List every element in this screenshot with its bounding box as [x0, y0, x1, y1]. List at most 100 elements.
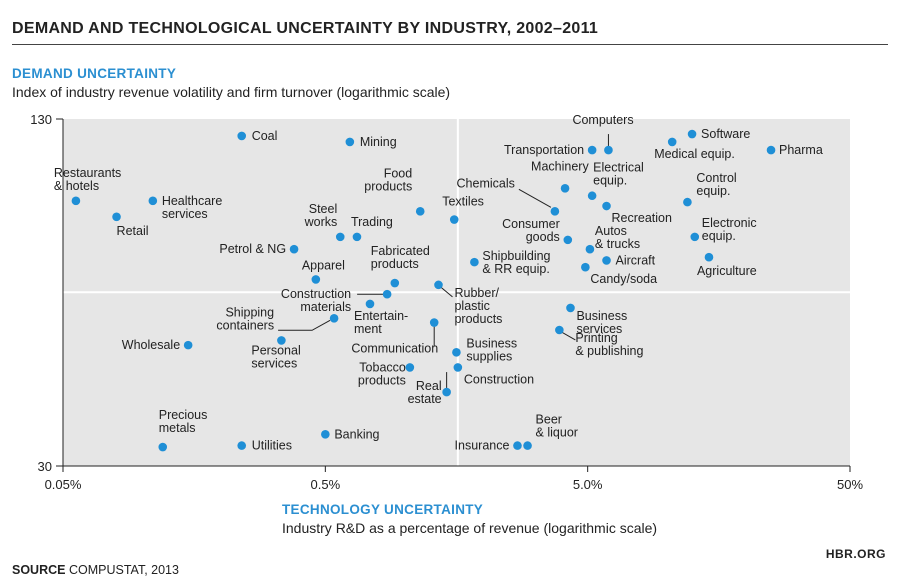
point-label-line: Consumer	[502, 217, 560, 231]
point-label-line: equip.	[696, 184, 730, 198]
data-point	[667, 137, 677, 147]
point-label: Shipbuilding & RR equip.	[482, 249, 550, 276]
point-label-line: Trading	[351, 215, 393, 229]
point-label: Insurance	[455, 439, 510, 453]
data-point	[704, 252, 714, 262]
point-label-line: products	[364, 179, 412, 193]
axes: 0.05% 0.5% 5.0% 50% 30 130	[30, 112, 863, 492]
y-axis-title: DEMAND UNCERTAINTY	[12, 66, 177, 81]
point-label-line: Textiles	[442, 195, 484, 209]
point-label-line: services	[162, 207, 208, 221]
point-label: Machinery	[531, 159, 589, 173]
point-label: Fabricated products	[371, 244, 430, 271]
point-label: Autos & trucks	[595, 224, 640, 251]
data-point	[321, 430, 330, 439]
point-label-line: Personal	[251, 343, 300, 357]
x-axis-subtitle: Industry R&D as a percentage of revenue …	[282, 520, 658, 536]
chart-title: DEMAND AND TECHNOLOGICAL UNCERTAINTY BY …	[12, 20, 599, 37]
point-label-line: goods	[526, 230, 560, 244]
point-label: Recreation	[612, 211, 672, 225]
point-label-line: Restaurants	[54, 166, 121, 180]
data-point	[452, 348, 461, 357]
point-label-line: Construction	[464, 372, 534, 386]
data-point	[405, 363, 415, 372]
source-label: SOURCE	[12, 563, 66, 577]
point-label: Steel works	[304, 202, 338, 229]
point-label: Beer & liquor	[536, 413, 578, 440]
data-point	[766, 145, 776, 155]
point-label-line: Shipping	[225, 305, 274, 319]
point-label-line: Apparel	[302, 258, 345, 272]
data-point	[587, 145, 597, 155]
data-point	[581, 262, 590, 272]
data-point	[602, 256, 611, 265]
data-point	[585, 244, 595, 254]
point-label: Wholesale	[122, 338, 180, 352]
point-label: Restaurants & hotels	[54, 166, 121, 193]
point-label-line: Petrol & NG	[219, 242, 286, 256]
data-point	[602, 201, 611, 211]
point-label: Tobacco products	[358, 360, 406, 387]
point-label-line: plastic	[454, 299, 489, 313]
point-label-line: Coal	[252, 129, 278, 143]
x-tick-label: 0.05%	[45, 477, 82, 492]
point-label: Business services	[576, 309, 627, 336]
point-label-line: Chemicals	[457, 176, 515, 190]
point-label-line: Recreation	[612, 211, 672, 225]
point-label-line: Steel	[309, 202, 338, 216]
leader-line	[561, 331, 576, 341]
data-point	[687, 129, 697, 139]
point-label: Consumer goods	[502, 217, 560, 244]
point-label: Shipping containers	[216, 305, 274, 332]
data-point	[148, 196, 158, 206]
point-label-line: Utilities	[252, 439, 292, 453]
data-point	[112, 212, 121, 222]
point-label: Banking	[334, 427, 379, 441]
point-label: Apparel	[302, 258, 345, 272]
point-label-line: Business	[576, 309, 627, 323]
data-point	[277, 336, 286, 345]
point-label-line: Machinery	[531, 159, 589, 173]
point-label: Petrol & NG	[219, 242, 286, 256]
point-label: Mining	[360, 135, 397, 149]
title-rule	[12, 44, 888, 45]
point-label-line: & publishing	[575, 344, 643, 358]
point-label-line: equip.	[702, 229, 736, 243]
y-axis-subtitle: Index of industry revenue volatility and…	[12, 84, 451, 100]
x-tick-label: 0.5%	[311, 477, 341, 492]
data-point	[365, 299, 375, 309]
point-label-line: Beer	[536, 413, 562, 427]
point-label: Aircraft	[616, 253, 656, 267]
point-label-line: Autos	[595, 224, 627, 238]
data-point	[382, 289, 392, 299]
data-point	[415, 207, 425, 216]
point-label-line: services	[576, 322, 622, 336]
data-point	[523, 441, 532, 450]
point-label: Real estate	[408, 379, 442, 406]
point-label-line: Business	[466, 336, 517, 350]
point-label-line: Electronic	[702, 216, 757, 230]
point-label-line: products	[454, 312, 502, 326]
point-label-line: Construction	[281, 287, 351, 301]
point-label-line: products	[358, 373, 406, 387]
point-label: Agriculture	[697, 264, 757, 278]
quadrant-dividers	[63, 119, 850, 466]
point-label: Pharma	[779, 143, 823, 157]
point-label: Construction materials	[281, 287, 351, 314]
data-point	[442, 387, 451, 397]
data-point	[453, 363, 463, 372]
data-point	[683, 197, 692, 207]
data-point	[71, 196, 81, 206]
data-point	[690, 232, 700, 242]
point-label-line: Software	[701, 127, 750, 141]
point-label-line: & RR equip.	[482, 262, 549, 276]
data-point	[158, 442, 168, 452]
point-label: Control equip.	[696, 171, 736, 198]
data-point	[237, 441, 247, 450]
point-label-line: Healthcare	[162, 194, 222, 208]
point-label-line: Electrical	[593, 161, 644, 175]
point-label: Transportation	[504, 143, 584, 157]
y-tick-label: 130	[30, 112, 52, 127]
